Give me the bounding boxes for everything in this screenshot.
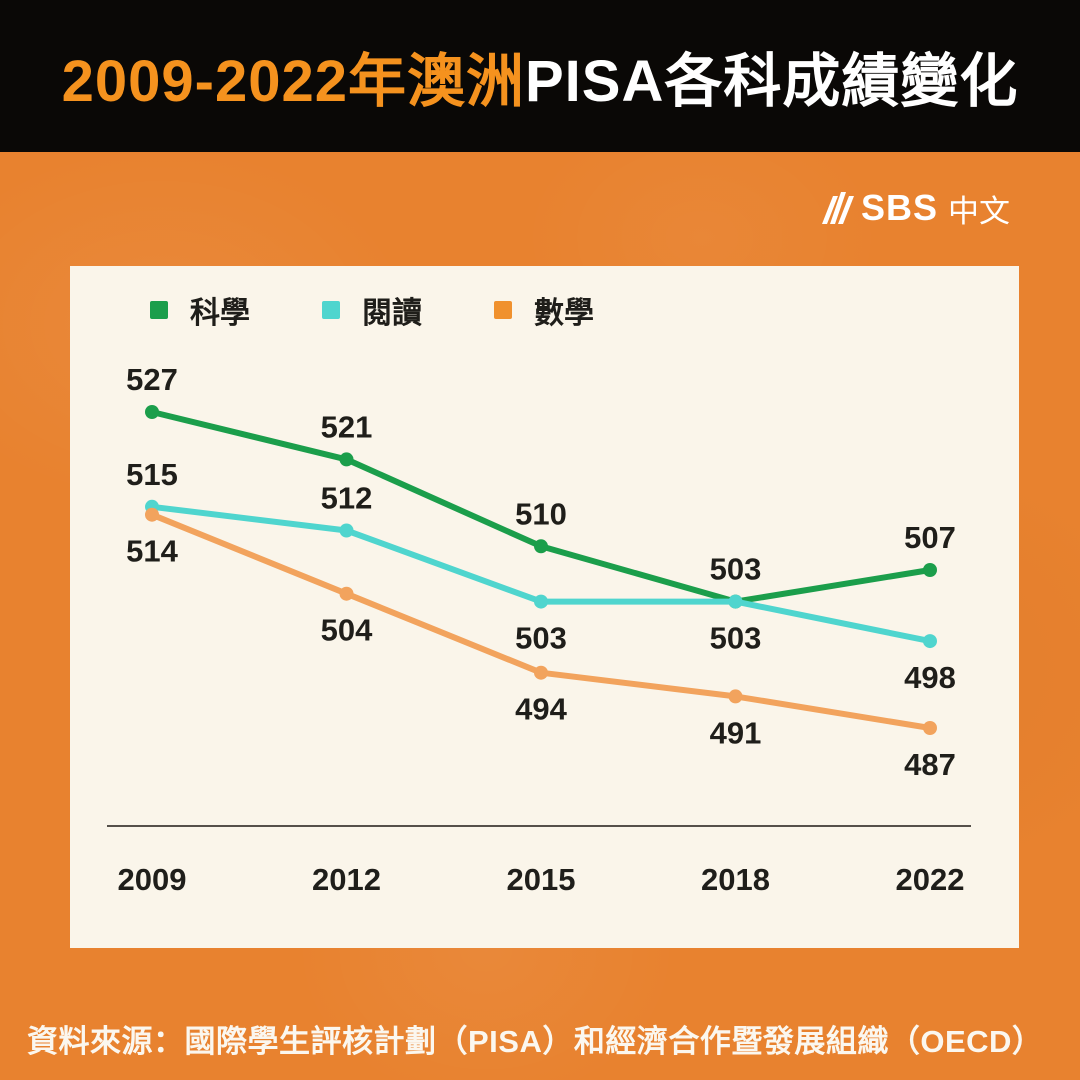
title-banner: 2009-2022年澳洲PISA各科成績變化 (0, 0, 1080, 152)
legend-item-2: 數學 (494, 288, 594, 332)
data-point-marker (728, 689, 743, 704)
legend-swatch-icon (150, 301, 168, 319)
data-point-label: 494 (515, 692, 567, 727)
data-point-label: 503 (710, 621, 762, 656)
page-title-subject: PISA各科成績變化 (525, 49, 1019, 114)
sbs-mercury-icon (821, 192, 854, 224)
data-point-marker (339, 523, 354, 538)
x-tick-label: 2022 (896, 862, 965, 897)
data-point-marker (728, 594, 743, 609)
legend-label: 閱讀 (362, 297, 422, 330)
data-point-label: 503 (710, 552, 762, 587)
data-point-marker (923, 721, 937, 735)
data-point-marker (339, 452, 354, 467)
data-point-label: 515 (126, 457, 178, 492)
source-note: 資料來源：國際學生評核計劃（PISA）和經濟合作暨發展組織（OECD） (27, 1024, 1044, 1059)
data-point-marker (145, 405, 159, 419)
data-point-label: 510 (515, 496, 567, 531)
legend-item-0: 科學 (150, 288, 250, 332)
data-point-label: 503 (515, 621, 567, 656)
legend-label: 數學 (534, 297, 594, 330)
data-point-marker (923, 563, 937, 577)
chart-card: 2009 2012 2015 2018 2022 527 521 510 503 507 515 51… (70, 266, 1019, 948)
data-point-marker (534, 665, 548, 680)
data-point-label: 521 (321, 409, 373, 444)
data-point-label: 498 (904, 660, 956, 695)
x-tick-label: 2012 (312, 862, 381, 897)
data-point-label: 487 (904, 747, 956, 782)
legend-label: 科學 (190, 297, 250, 330)
data-point-label: 512 (321, 481, 373, 516)
data-point-marker (534, 594, 548, 609)
sbs-logo-text: SBS (860, 187, 938, 228)
line-chart: 2009 2012 2015 2018 2022 527 521 510 503 507 515 51… (107, 362, 971, 897)
x-tick-label: 2015 (507, 862, 576, 897)
data-point-marker (534, 539, 548, 554)
sbs-logo: SBS 中文 (819, 186, 1010, 230)
data-point-label: 514 (126, 534, 178, 569)
x-tick-label: 2018 (701, 862, 770, 897)
legend-swatch-icon (494, 301, 512, 319)
page-title-years: 2009-2022年澳洲 (61, 49, 525, 114)
data-point-label: 507 (904, 520, 956, 555)
data-point-label: 491 (710, 715, 762, 750)
chart-legend: 科學 閱讀 數學 (150, 288, 666, 332)
data-point-label: 527 (126, 362, 178, 397)
data-point-marker (145, 507, 159, 522)
sbs-logo-lang: 中文 (948, 193, 1010, 229)
data-point-marker (339, 586, 354, 601)
data-point-label: 504 (321, 613, 373, 648)
data-point-marker (923, 634, 937, 649)
x-tick-label: 2009 (118, 862, 187, 897)
legend-swatch-icon (322, 301, 340, 319)
legend-item-1: 閱讀 (322, 288, 422, 332)
page-title: 2009-2022年澳洲PISA各科成績變化 (62, 34, 1019, 118)
